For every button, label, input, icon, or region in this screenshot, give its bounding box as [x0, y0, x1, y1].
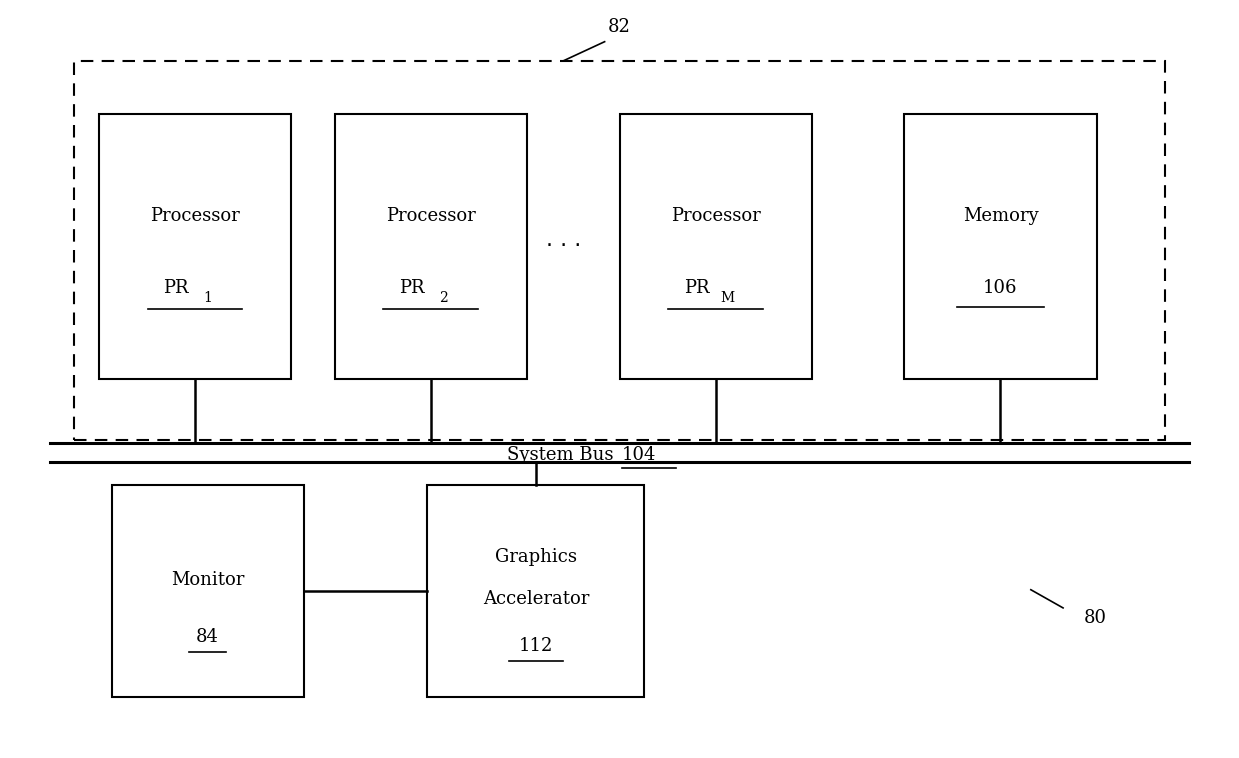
Text: Processor: Processor — [670, 207, 761, 225]
Text: 84: 84 — [196, 628, 219, 646]
Text: Processor: Processor — [385, 207, 476, 225]
Bar — [99, 114, 291, 379]
Text: M: M — [721, 291, 735, 305]
Text: Accelerator: Accelerator — [483, 590, 589, 608]
Bar — [904, 114, 1097, 379]
Bar — [335, 114, 527, 379]
Text: 80: 80 — [1084, 609, 1108, 627]
Text: Memory: Memory — [963, 207, 1038, 225]
Text: PR: PR — [399, 279, 424, 297]
Text: Processor: Processor — [150, 207, 240, 225]
Bar — [427, 485, 644, 697]
Text: 104: 104 — [622, 446, 657, 464]
Text: 82: 82 — [608, 17, 631, 36]
Text: Graphics: Graphics — [494, 548, 577, 566]
Bar — [74, 61, 1165, 440]
Text: PR: PR — [684, 279, 709, 297]
Text: 106: 106 — [984, 279, 1017, 297]
Text: System Bus: System Bus — [507, 446, 613, 464]
Text: · · ·: · · · — [546, 236, 581, 256]
Text: PR: PR — [164, 279, 188, 297]
Text: 1: 1 — [203, 291, 212, 305]
Text: 112: 112 — [519, 637, 553, 655]
Text: 2: 2 — [439, 291, 447, 305]
Bar — [620, 114, 812, 379]
Text: Monitor: Monitor — [171, 571, 244, 589]
Bar — [112, 485, 304, 697]
